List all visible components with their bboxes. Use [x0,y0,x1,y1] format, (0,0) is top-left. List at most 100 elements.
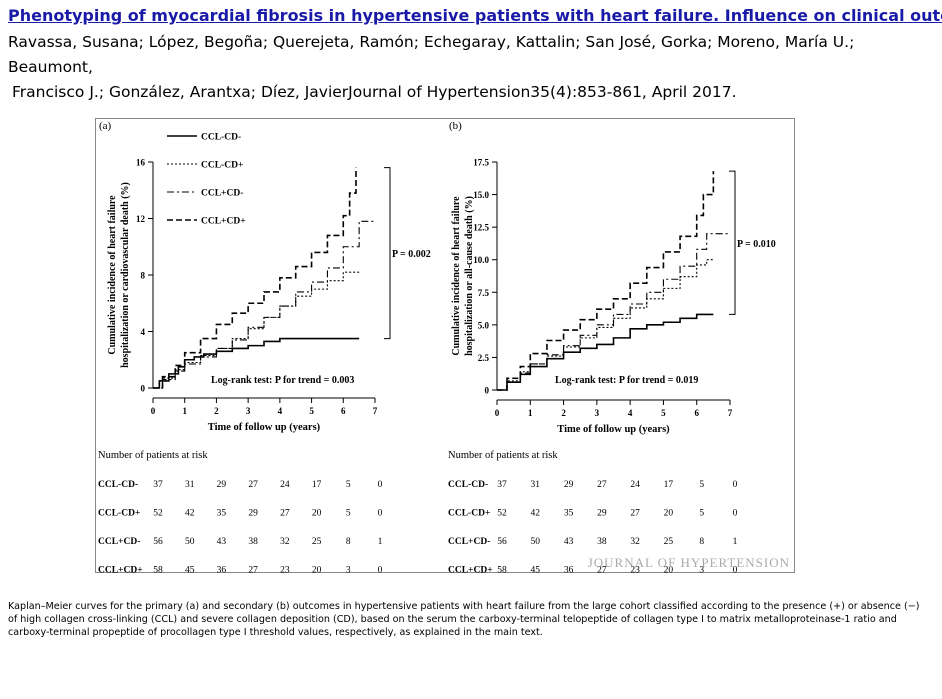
legend-label: CCL+CD+ [201,217,246,227]
legend-label: CCL-CD- [201,133,241,143]
risk-row-label: CCL-CD+ [448,509,490,519]
risk-cell: 23 [280,566,290,574]
x-tick-label: 7 [373,406,378,416]
x-tick-label: 6 [694,408,699,418]
series-line-cclpcdp [497,171,715,391]
risk-cell: 5 [346,480,351,490]
risk-cell: 45 [531,566,541,574]
risk-cell: 38 [597,537,607,547]
risk-cell: 24 [280,480,290,490]
risk-cell: 20 [312,566,322,574]
risk-cell: 42 [185,509,195,519]
risk-cell: 20 [664,566,674,574]
y-tick-label: 15.0 [473,190,489,200]
legend-label: CCL+CD- [201,189,243,199]
risk-cell: 43 [564,537,574,547]
risk-cell: 27 [597,480,607,490]
risk-cell: 20 [312,509,322,519]
risk-cell: 5 [699,480,704,490]
legend-label: CCL-CD+ [201,161,243,171]
risk-cell: 42 [531,509,541,519]
chart-panel-b: (b)02.55.07.510.012.515.017.50 1 2 3 4 5 6 7Tim… [448,120,776,573]
risk-cell: 27 [280,509,290,519]
risk-row-label: CCL-CD- [448,480,488,490]
risk-cell: 29 [564,480,574,490]
y-tick-label: 2.5 [478,353,490,363]
risk-cell: 1 [733,537,738,547]
figure-caption: Kaplan–Meier curves for the primary (a) … [8,601,920,638]
x-tick-label: 7 [728,408,733,418]
x-tick-label: 1 [528,408,533,418]
citation-text: Ravassa, Susana; López, Begoña; Querejet… [8,30,938,105]
risk-cell: 25 [664,537,674,547]
x-tick-label: 0 [151,406,156,416]
series-line-cclmcdp [153,271,360,389]
risk-cell: 50 [531,537,541,547]
risk-cell: 3 [346,566,351,574]
risk-row-label: CCL+CD+ [98,566,143,574]
y-tick-label: 4 [141,327,146,337]
risk-cell: 27 [630,509,640,519]
risk-cell: 1 [378,537,383,547]
x-axis-label: Time of follow up (years) [557,424,670,435]
series-line-cclpcdp [153,167,357,389]
x-tick-label: 4 [628,408,633,418]
risk-cell: 38 [248,537,258,547]
risk-cell: 23 [630,566,640,574]
risk-cell: 25 [312,537,322,547]
risk-cell: 43 [217,537,227,547]
series-line-cclmcdm [153,337,360,389]
risk-cell: 5 [346,509,351,519]
risk-cell: 3 [699,566,704,574]
y-tick-label: 16 [136,158,146,168]
x-tick-label: 5 [661,408,666,418]
series-line-cclpcdm [497,233,730,391]
series-line-cclmcdp [497,259,714,391]
risk-cell: 35 [564,509,574,519]
risk-cell: 27 [597,566,607,574]
risk-cell: 31 [531,480,541,490]
x-tick-label: 4 [278,406,283,416]
risk-cell: 58 [497,566,507,574]
risk-cell: 37 [497,480,507,490]
risk-cell: 17 [664,480,674,490]
risk-cell: 27 [248,566,258,574]
series-line-cclpcdm [153,220,375,389]
risk-cell: 36 [564,566,574,574]
risk-cell: 5 [699,509,704,519]
figure-panel: (a) 0 4 8 12 16 0 1 2 3 4 5 6 7 Time of follow up (yea… [95,118,795,573]
risk-cell: 29 [217,480,227,490]
y-axis-label: Cumulative incidence of heart failure hos… [107,182,131,368]
risk-row-label: CCL-CD+ [98,509,140,519]
x-tick-label: 6 [341,406,346,416]
logrank-label: Log-rank test: P for trend = 0.019 [555,375,698,386]
panel-label: (a) [99,120,112,132]
x-axis-label: Time of follow up (years) [208,422,321,433]
risk-cell: 17 [312,480,322,490]
risk-cell: 24 [630,480,640,490]
y-tick-label: 12.5 [473,223,489,233]
article-title-link[interactable]: Phenotyping of myocardial fibrosis in hy… [8,6,942,25]
risk-cell: 56 [153,537,163,547]
risk-table-title: Number of patients at risk [98,450,208,461]
risk-cell: 35 [217,509,227,519]
y-tick-label: 12 [136,214,146,224]
y-tick-label: 0 [141,384,146,394]
risk-cell: 0 [733,509,738,519]
x-tick-label: 1 [182,406,187,416]
risk-cell: 20 [664,509,674,519]
risk-cell: 36 [217,566,227,574]
risk-row-label: CCL+CD+ [448,566,493,574]
x-tick-label: 5 [309,406,314,416]
risk-cell: 50 [185,537,195,547]
authors-line-2: Francisco J.; González, Arantxa; Díez, J… [12,83,737,101]
y-tick-label: 7.5 [478,288,490,298]
risk-cell: 29 [597,509,607,519]
x-tick-label: 2 [561,408,566,418]
risk-cell: 32 [280,537,290,547]
y-tick-label: 8 [141,271,146,281]
risk-cell: 0 [378,509,383,519]
y-tick-label: 0 [485,386,490,396]
risk-cell: 0 [733,480,738,490]
